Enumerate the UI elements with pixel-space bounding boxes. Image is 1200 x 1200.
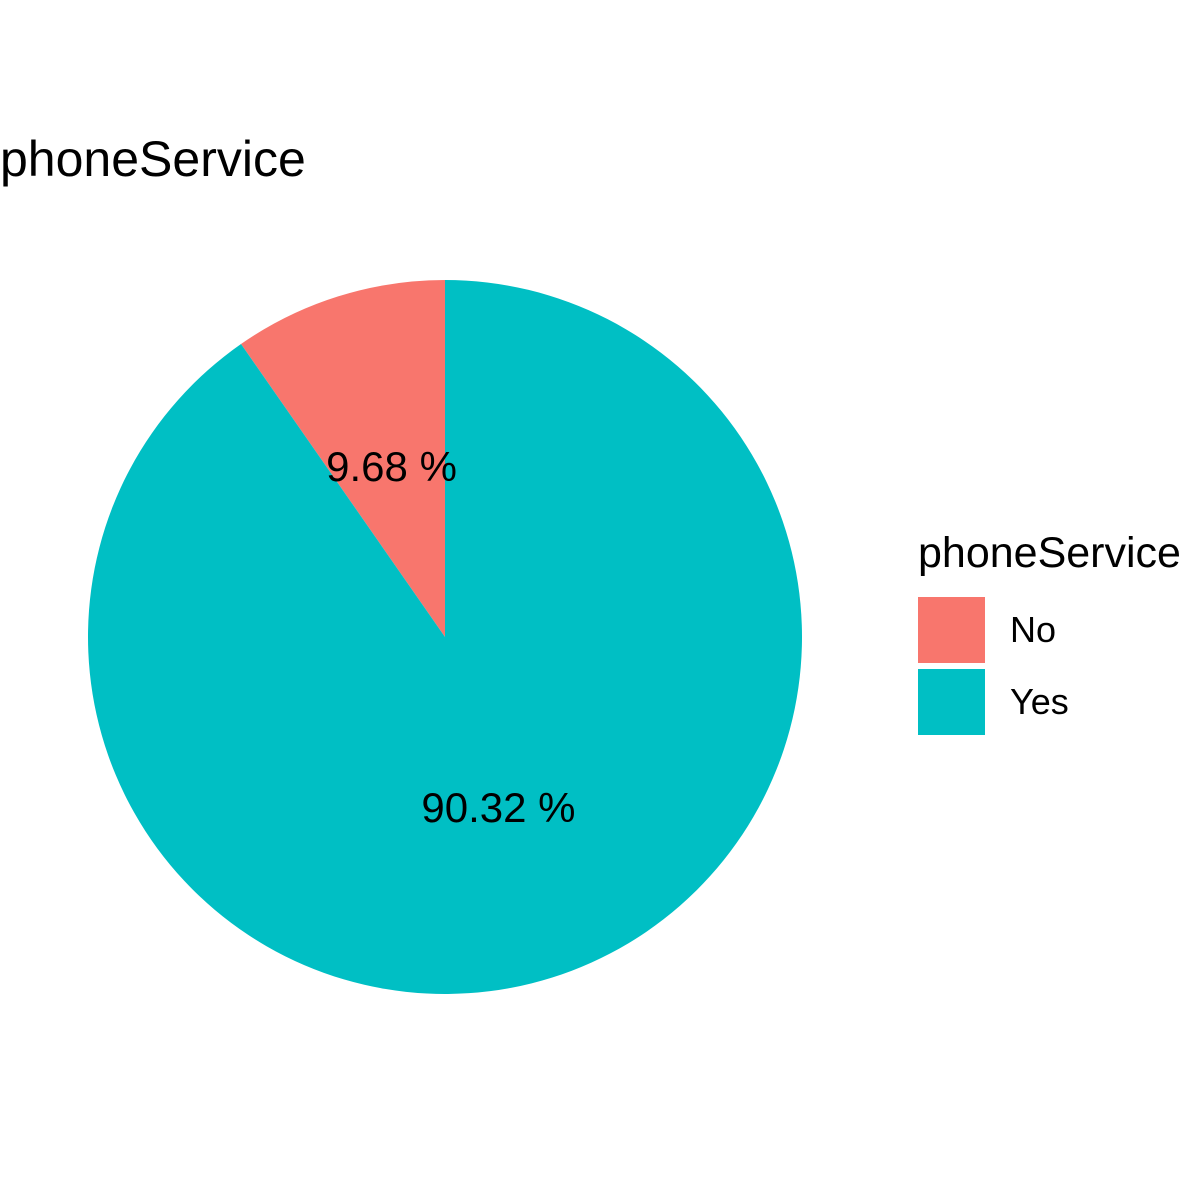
legend-label-no: No [1010, 609, 1057, 650]
legend-item-no: No [918, 597, 1181, 663]
legend-swatch-no [918, 597, 985, 663]
slice-label-yes: 90.32 % [421, 784, 575, 831]
pie-slice-labels: 9.68 % 90.32 % [326, 443, 575, 831]
pie-slices [87, 280, 802, 994]
slice-label-no: 9.68 % [326, 443, 457, 490]
legend-swatch-yes [918, 669, 985, 735]
pie-slice-yes [87, 280, 802, 994]
legend: phoneService No Yes [918, 532, 1181, 741]
legend-label-yes: Yes [1010, 681, 1069, 722]
legend-item-yes: Yes [918, 669, 1181, 735]
pie-slice-no [241, 280, 445, 637]
legend-title: phoneService [918, 529, 1181, 577]
chart-title: phoneService [0, 131, 306, 187]
